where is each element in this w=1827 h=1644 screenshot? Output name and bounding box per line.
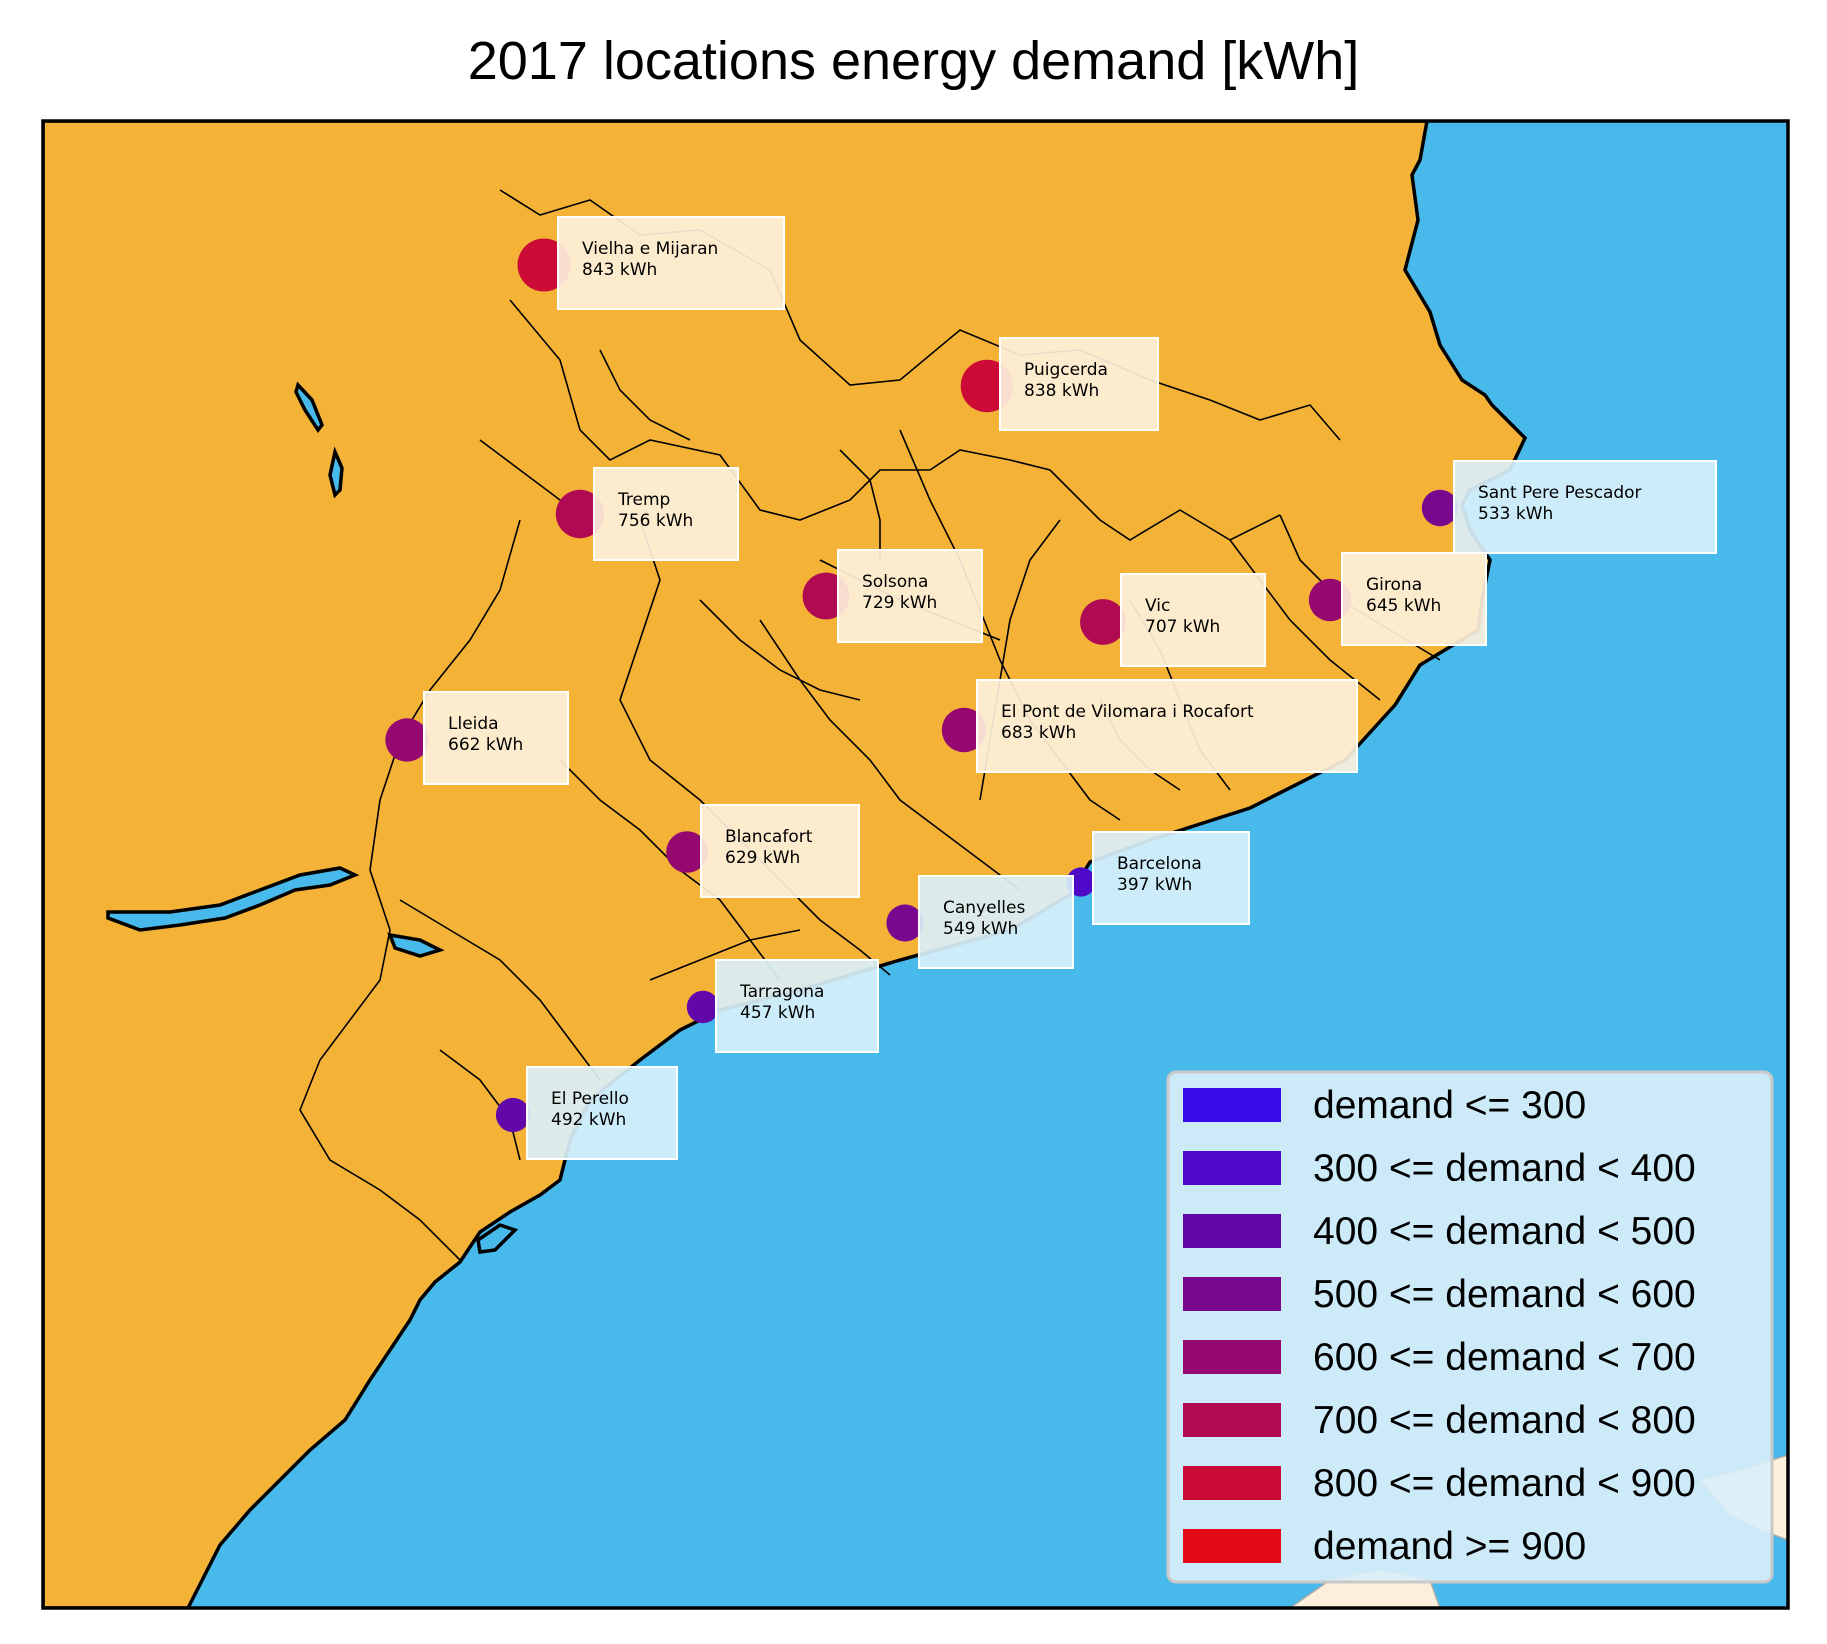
legend-swatch bbox=[1183, 1277, 1281, 1311]
location-name: Girona bbox=[1366, 575, 1422, 595]
location-name: Solsona bbox=[862, 572, 928, 592]
location-name: Lleida bbox=[448, 714, 499, 734]
legend-swatch bbox=[1183, 1340, 1281, 1374]
location-demand: 549 kWh bbox=[943, 919, 1018, 939]
location-demand: 683 kWh bbox=[1001, 723, 1076, 743]
inland-water bbox=[106, 381, 519, 1254]
location-demand: 662 kWh bbox=[448, 735, 523, 755]
location-demand: 645 kWh bbox=[1366, 596, 1441, 616]
location-demand: 629 kWh bbox=[725, 848, 800, 868]
location-demand: 457 kWh bbox=[740, 1003, 815, 1023]
legend-label: 700 <= demand < 800 bbox=[1313, 1399, 1696, 1442]
label-box bbox=[999, 337, 1159, 431]
legend-swatch bbox=[1183, 1151, 1281, 1185]
label-box bbox=[837, 549, 983, 643]
legend-label: 400 <= demand < 500 bbox=[1313, 1210, 1696, 1253]
location-demand: 533 kWh bbox=[1478, 504, 1553, 524]
location-demand: 729 kWh bbox=[862, 593, 937, 613]
location-name: Tarragona bbox=[739, 982, 824, 1002]
map-title: 2017 locations energy demand [kWh] bbox=[467, 31, 1360, 91]
label-box bbox=[715, 959, 879, 1053]
label-box bbox=[976, 679, 1358, 773]
location-name: Tremp bbox=[617, 490, 670, 510]
label-box bbox=[1092, 831, 1250, 925]
location-name: Canyelles bbox=[943, 898, 1025, 918]
marker-vic bbox=[1080, 599, 1126, 645]
location-demand: 707 kWh bbox=[1145, 617, 1220, 637]
legend-swatch bbox=[1183, 1529, 1281, 1563]
location-name: Barcelona bbox=[1117, 854, 1202, 874]
location-demand: 838 kWh bbox=[1024, 381, 1099, 401]
marker-blancafort bbox=[666, 831, 708, 873]
legend-label: demand >= 900 bbox=[1313, 1525, 1586, 1568]
legend-swatch bbox=[1183, 1088, 1281, 1122]
legend-label: 800 <= demand < 900 bbox=[1313, 1462, 1696, 1505]
marker-girona bbox=[1308, 578, 1352, 622]
map-frame bbox=[41, 119, 1790, 1610]
location-demand: 397 kWh bbox=[1117, 875, 1192, 895]
location-name: Puigcerda bbox=[1024, 360, 1108, 380]
label-box bbox=[1120, 573, 1266, 667]
label-box bbox=[557, 216, 785, 310]
marker-canyelles bbox=[886, 904, 924, 942]
legend-label: 500 <= demand < 600 bbox=[1313, 1273, 1696, 1316]
label-box bbox=[526, 1066, 678, 1160]
location-demand: 492 kWh bbox=[551, 1110, 626, 1130]
label-box bbox=[1341, 552, 1487, 646]
location-name: Blancafort bbox=[725, 827, 813, 847]
label-box bbox=[423, 691, 569, 785]
location-demand: 756 kWh bbox=[618, 511, 693, 531]
legend-label: 600 <= demand < 700 bbox=[1313, 1336, 1696, 1379]
marker-lleida bbox=[385, 718, 429, 762]
marker-el-pont-de-vilomara-i-rocafort bbox=[941, 707, 987, 753]
label-box bbox=[918, 875, 1074, 969]
location-name: El Perello bbox=[551, 1089, 629, 1109]
label-box bbox=[1453, 460, 1717, 554]
legend-swatch bbox=[1183, 1466, 1281, 1500]
marker-tarragona bbox=[686, 990, 720, 1024]
legend-swatch bbox=[1183, 1403, 1281, 1437]
location-name: El Pont de Vilomara i Rocafort bbox=[1001, 702, 1254, 722]
legend-label: demand <= 300 bbox=[1313, 1084, 1586, 1127]
marker-el-perello bbox=[495, 1097, 531, 1133]
location-name: Vic bbox=[1145, 596, 1170, 616]
label-box bbox=[593, 467, 739, 561]
marker-sant-pere-pescador bbox=[1421, 489, 1459, 527]
legend: demand <= 300 300 <= demand < 400 400 <= d… bbox=[1166, 1070, 1774, 1584]
legend-box bbox=[1166, 1070, 1774, 1584]
legend-swatch bbox=[1183, 1214, 1281, 1248]
location-name: Vielha e Mijaran bbox=[582, 239, 718, 259]
label-box bbox=[700, 804, 860, 898]
legend-label: 300 <= demand < 400 bbox=[1313, 1147, 1696, 1190]
marker-tremp bbox=[555, 489, 605, 539]
location-demand: 843 kWh bbox=[582, 260, 657, 280]
location-name: Sant Pere Pescador bbox=[1478, 483, 1642, 503]
